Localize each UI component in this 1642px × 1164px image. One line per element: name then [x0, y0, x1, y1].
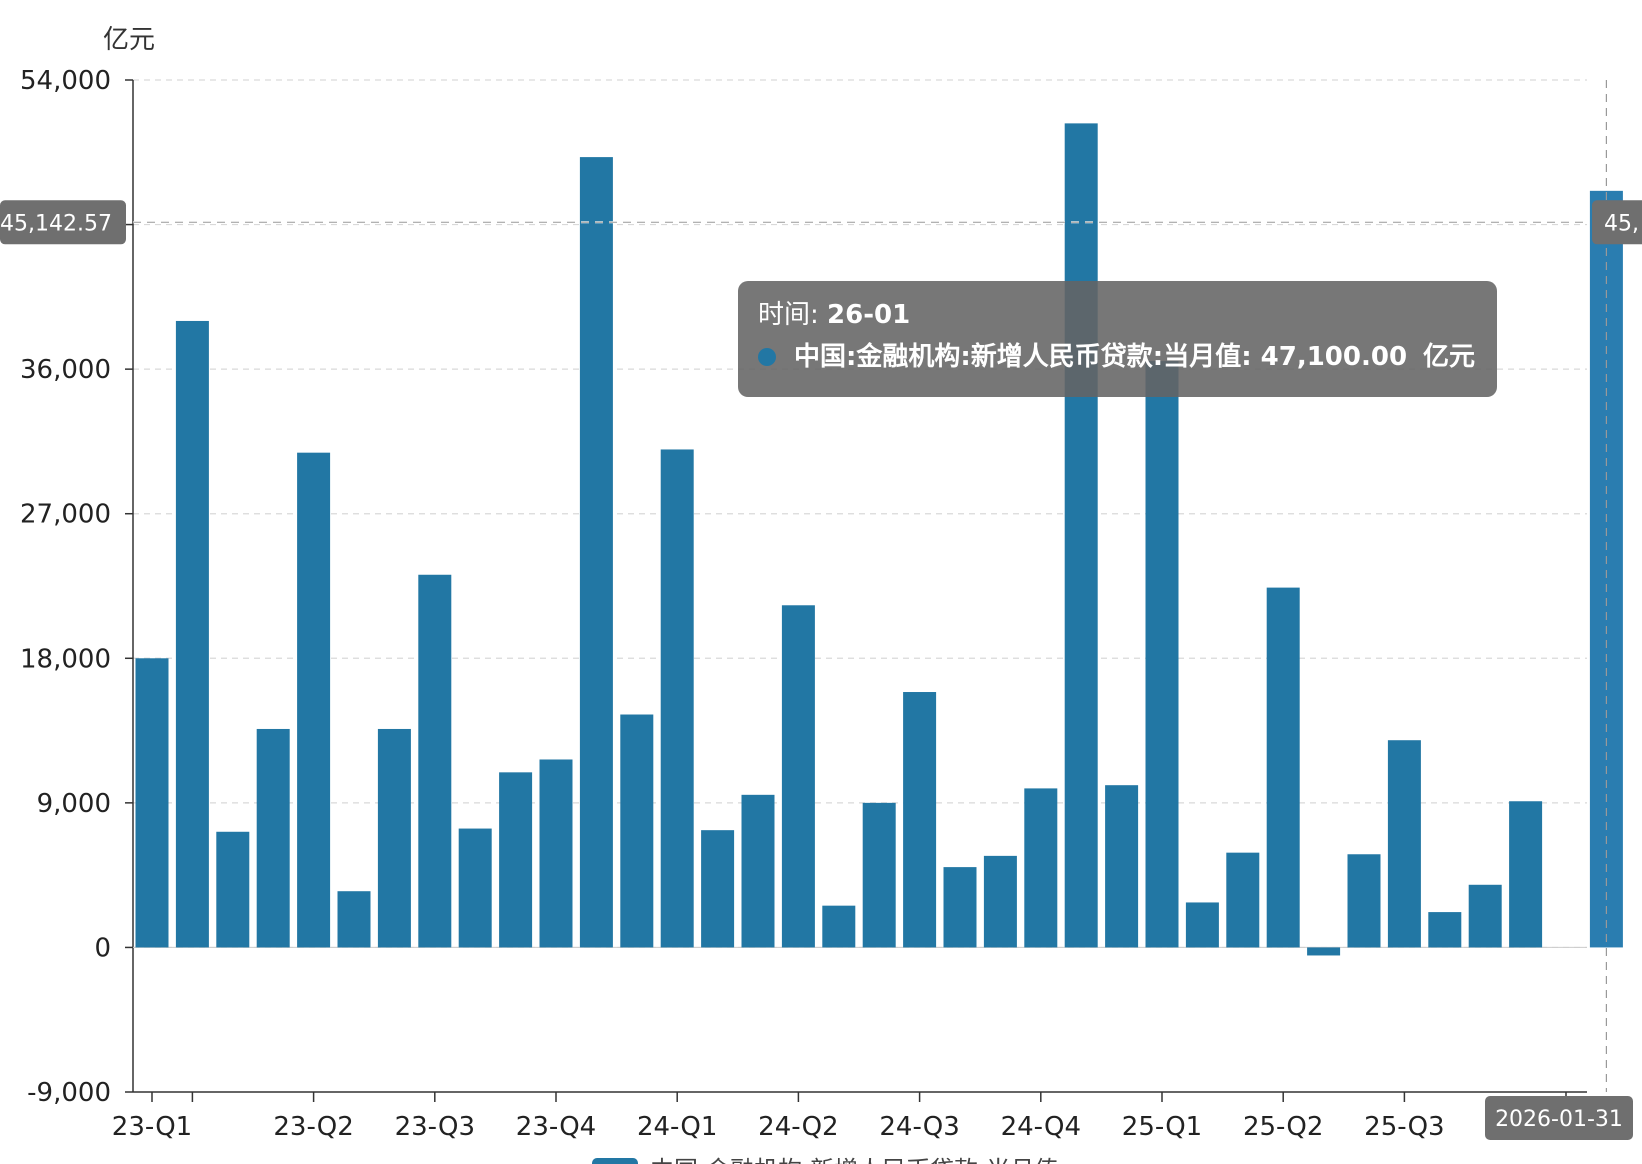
bar-24-03[interactable] [701, 830, 735, 948]
bar-24-10[interactable] [983, 855, 1017, 948]
x-tick-label: 23-Q4 [516, 1112, 596, 1142]
bar-23-12[interactable] [579, 157, 613, 948]
x-pointer-box [1485, 1096, 1633, 1140]
x-tick-label: 24-Q4 [1001, 1112, 1081, 1142]
tooltip-series-row: 中国:金融机构:新增人民币贷款:当月值: 47,100.00 亿元 [758, 335, 1475, 379]
x-tick-label: 23-Q1 [112, 1112, 192, 1142]
tooltip-unit: 亿元 [1423, 342, 1476, 372]
x-tick-label: 23-Q2 [273, 1112, 353, 1142]
tooltip-series-name: 中国:金融机构:新增人民币贷款:当月值 [794, 342, 1242, 372]
grid-lines [133, 79, 1587, 949]
legend-label[interactable]: 中国:金融机构:新增人民币贷款:当月值 [650, 1156, 1058, 1164]
bar-24-07[interactable] [862, 802, 896, 948]
x-tick-label: 24-Q2 [758, 1112, 838, 1142]
bar-23-11[interactable] [539, 759, 573, 948]
y-axis-unit-label: 亿元 [103, 25, 155, 55]
bar-25-04[interactable] [1226, 852, 1260, 948]
bar-23-09[interactable] [458, 828, 492, 948]
bar-23-08[interactable] [418, 574, 452, 948]
bar-23-03[interactable] [216, 831, 250, 948]
x-tick-label: 24-Q3 [879, 1112, 959, 1142]
x-pointer-label: 2026-01-31 [1495, 1107, 1623, 1132]
bar-23-01[interactable] [135, 658, 169, 948]
x-tick-label: 25-Q3 [1364, 1112, 1444, 1142]
tooltip-series-value: : 47,100.00 [1241, 342, 1408, 372]
series-dot-icon [758, 348, 776, 366]
y-pointer-label: 45,142.57 [0, 211, 112, 236]
bar-23-05[interactable] [297, 452, 331, 948]
bar-23-06[interactable] [337, 891, 371, 948]
bar-24-11[interactable] [1024, 788, 1058, 948]
y-tick-label: 18,000 [20, 644, 111, 674]
bar-25-08[interactable] [1387, 740, 1421, 948]
tooltip-time-label: 时间: [758, 300, 828, 330]
bar-24-04[interactable] [741, 794, 775, 948]
bar-24-02[interactable] [660, 449, 694, 948]
y-tick-label: 27,000 [20, 500, 111, 530]
bar-25-01[interactable] [1105, 785, 1139, 948]
y-pointer-label-right: 45, [1604, 211, 1639, 236]
legend[interactable]: 中国:金融机构:新增人民币贷款:当月值 [592, 1156, 1058, 1164]
x-tick-label: 25-Q1 [1122, 1112, 1202, 1142]
y-tick-label: 54,000 [20, 66, 111, 96]
x-tick-label: 24-Q1 [637, 1112, 717, 1142]
bar-24-01[interactable] [620, 714, 654, 948]
y-pointer-box [0, 200, 126, 245]
bar-25-07[interactable] [1347, 854, 1381, 948]
bar-24-06[interactable] [822, 905, 856, 948]
y-pointer-box-right [1592, 200, 1642, 245]
bar-23-10[interactable] [499, 772, 533, 948]
bar-25-11[interactable] [1509, 801, 1543, 948]
bar-25-05[interactable] [1266, 587, 1300, 948]
bar-25-03[interactable] [1185, 902, 1219, 948]
x-tick-label: 25-Q2 [1243, 1112, 1323, 1142]
crosshair: 45,142.57 45, 2026-01-31 [0, 80, 1642, 1140]
y-tick-label: 0 [94, 933, 111, 963]
bar-24-08[interactable] [903, 692, 937, 948]
bar-23-02[interactable] [175, 320, 209, 948]
y-tick-label: -9,000 [27, 1078, 111, 1108]
bar-25-06[interactable] [1307, 947, 1341, 956]
legend-swatch[interactable] [592, 1158, 638, 1164]
bar-26-01[interactable] [1589, 190, 1623, 948]
bar-24-09[interactable] [943, 867, 977, 948]
tooltip-time-value: 26-01 [827, 300, 911, 330]
x-tick-label: 23-Q3 [395, 1112, 475, 1142]
bar-25-09[interactable] [1428, 912, 1462, 948]
bar-25-10[interactable] [1468, 884, 1502, 948]
tooltip-time-row: 时间: 26-01 [758, 295, 1475, 335]
bar-25-02[interactable] [1145, 361, 1179, 948]
bar-23-04[interactable] [256, 728, 290, 948]
y-tick-label: 9,000 [37, 789, 111, 819]
bars [135, 123, 1623, 956]
bar-24-05[interactable] [781, 605, 815, 948]
data-tooltip: 时间: 26-01 中国:金融机构:新增人民币贷款:当月值: 47,100.00… [738, 281, 1498, 397]
bar-24-12[interactable] [1064, 123, 1098, 948]
y-tick-label: 36,000 [20, 355, 111, 385]
axes: -9,000 0 9,000 18,000 27,000 36,000 54,000 23-Q… [20, 66, 1606, 1142]
bar-23-07[interactable] [377, 728, 411, 948]
